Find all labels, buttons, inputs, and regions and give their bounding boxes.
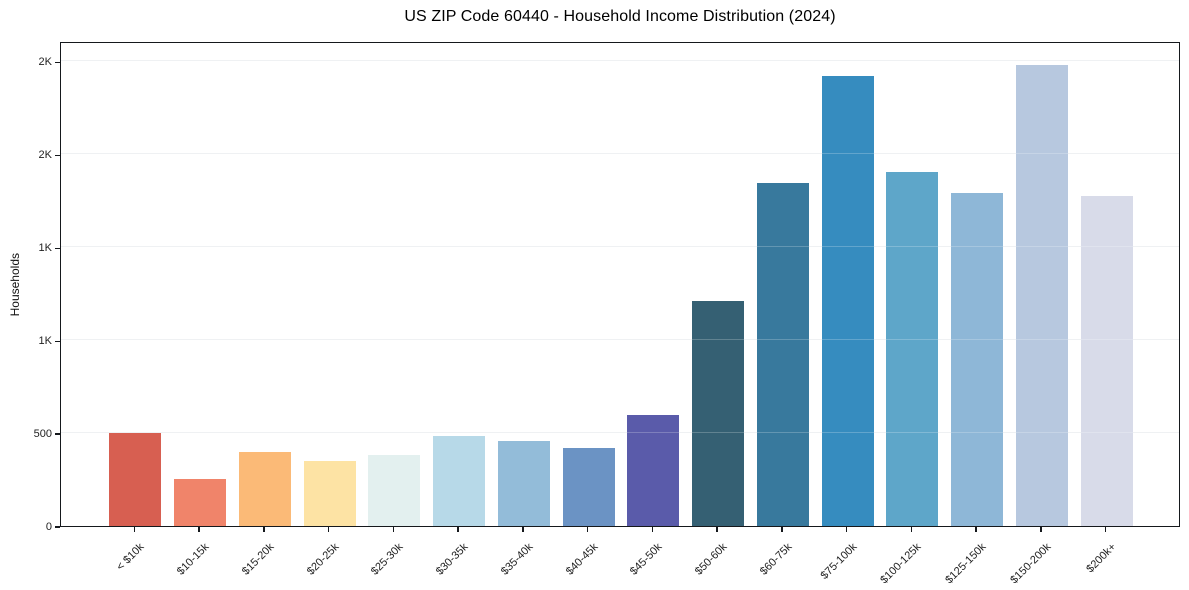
bar-200k xyxy=(1080,196,1133,526)
x-tick-label-text: $125-150k xyxy=(943,541,989,587)
plot-area xyxy=(60,42,1180,527)
bar-60-75k xyxy=(756,183,809,526)
x-tick-mark xyxy=(1040,527,1042,532)
y-tick-label: 2K xyxy=(38,149,52,162)
x-tick-mark xyxy=(457,527,459,532)
bar-10k xyxy=(109,433,162,526)
x-tick-mark xyxy=(845,527,848,532)
x-tick-label-text: $35-40k xyxy=(498,541,536,578)
x-tick-label-text: < $10k xyxy=(114,541,147,574)
x-tick-mark xyxy=(522,527,524,532)
x-tick-mark xyxy=(392,527,395,532)
x-tick-label-text: $100-125k xyxy=(878,541,924,587)
y-axis-label-wrap: Households xyxy=(8,42,22,527)
y-tick-label: 0 xyxy=(45,521,52,533)
y-tick-mark xyxy=(55,526,60,528)
bar-30-35k xyxy=(433,435,486,526)
x-tick-mark xyxy=(198,527,200,532)
bar-35-40k xyxy=(497,441,550,526)
chart-title: US ZIP Code 60440 - Household Income Dis… xyxy=(404,8,836,25)
x-tick-label-text: $60-75k xyxy=(757,541,795,578)
bar-25-30k xyxy=(368,455,421,526)
gridline-overlay xyxy=(61,60,1179,62)
y-tick-mark xyxy=(55,154,60,156)
bar-75-100k xyxy=(821,76,874,526)
x-tick-mark xyxy=(975,527,977,532)
x-tick-mark xyxy=(263,527,265,532)
x-tick-mark xyxy=(1104,527,1107,532)
y-tick-label: 500 xyxy=(33,428,52,441)
x-tick-label-text: $150-200k xyxy=(1008,541,1054,587)
gridline xyxy=(61,60,1179,62)
y-tick-mark xyxy=(55,247,60,249)
bar-10-15k xyxy=(174,478,227,526)
x-tick-label-text: $15-20k xyxy=(239,541,277,578)
bar-20-25k xyxy=(303,460,356,526)
x-tick-label-text: $45-50k xyxy=(628,541,665,578)
x-tick-mark xyxy=(651,527,654,532)
gridline xyxy=(61,246,1179,248)
gridline xyxy=(61,153,1179,155)
x-tick-mark xyxy=(716,527,718,532)
y-tick-mark xyxy=(55,340,60,342)
y-tick-mark xyxy=(55,433,60,435)
gridline xyxy=(61,339,1179,341)
x-tick-mark xyxy=(586,527,589,532)
y-tick-label: 2K xyxy=(38,56,52,69)
x-tick-mark xyxy=(327,527,330,532)
y-tick-mark xyxy=(55,61,60,64)
bar-100-125k xyxy=(886,172,939,526)
x-tick-label-text: $200k+ xyxy=(1083,541,1119,576)
x-tick-label-text: $50-60k xyxy=(693,541,730,578)
y-axis-label: Households xyxy=(8,252,22,317)
bar-150-200k xyxy=(1015,65,1068,526)
y-tick-label: 1K xyxy=(38,335,52,348)
x-tick-label-text: $30-35k xyxy=(434,541,471,578)
gridline-overlay xyxy=(61,432,1179,434)
x-tick-label-text: $40-45k xyxy=(563,541,601,578)
x-tick-label-text: $10-15k xyxy=(175,541,212,578)
gridline xyxy=(61,432,1179,434)
x-tick-label-text: $25-30k xyxy=(369,541,406,578)
bar-50-60k xyxy=(692,301,745,526)
bar-40-45k xyxy=(562,447,615,526)
bar-45-50k xyxy=(627,414,680,526)
bar-15-20k xyxy=(238,451,291,526)
x-tick-mark xyxy=(910,527,913,532)
gridline-overlay xyxy=(61,153,1179,155)
gridline-overlay xyxy=(61,246,1179,248)
gridline-overlay xyxy=(61,339,1179,341)
x-tick-mark xyxy=(133,527,136,532)
x-tick-label-text: $75-100k xyxy=(818,541,860,582)
x-tick-label-text: $20-25k xyxy=(304,541,342,578)
y-tick-label: 1K xyxy=(38,242,52,255)
bar-125-150k xyxy=(951,193,1004,526)
x-tick-mark xyxy=(781,527,783,532)
